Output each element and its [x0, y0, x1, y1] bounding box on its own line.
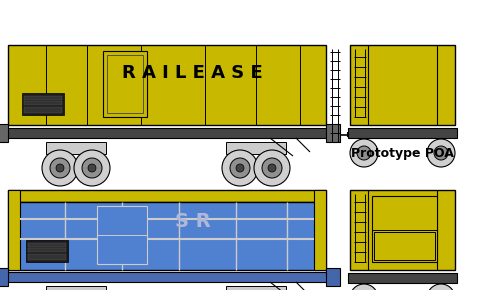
Circle shape [236, 164, 244, 172]
Bar [8, 190, 20, 270]
Bar [24, 101, 62, 105]
Bar [374, 232, 435, 260]
Bar [350, 45, 455, 125]
Bar [314, 190, 326, 270]
Bar [26, 240, 68, 262]
Text: Prototype POA: Prototype POA [351, 146, 454, 160]
Circle shape [350, 139, 378, 167]
Circle shape [357, 146, 371, 160]
Bar [348, 273, 457, 283]
Circle shape [262, 158, 282, 178]
Circle shape [268, 164, 276, 172]
Bar [97, 206, 147, 264]
Circle shape [74, 150, 110, 186]
Bar [22, 93, 64, 115]
Bar [226, 286, 286, 290]
Circle shape [82, 158, 102, 178]
Circle shape [88, 164, 96, 172]
Bar [97, 206, 147, 264]
Circle shape [427, 284, 455, 290]
Bar [24, 96, 62, 100]
Bar [103, 51, 147, 117]
Circle shape [56, 164, 64, 172]
Bar [28, 254, 66, 260]
Bar [107, 55, 143, 113]
Bar [226, 142, 286, 154]
Text: R A I L E A S E: R A I L E A S E [122, 64, 263, 82]
Bar [8, 190, 326, 202]
Bar [350, 190, 455, 270]
Circle shape [427, 139, 455, 167]
Circle shape [350, 284, 378, 290]
Bar [24, 107, 62, 113]
Bar [6, 128, 328, 138]
Bar [8, 45, 326, 125]
Circle shape [222, 150, 258, 186]
Bar [0, 268, 8, 286]
Bar [0, 124, 8, 142]
Circle shape [230, 158, 250, 178]
Text: S R: S R [174, 211, 210, 231]
Bar [46, 286, 106, 290]
Bar [46, 142, 106, 154]
Bar [372, 196, 437, 262]
Bar [348, 128, 457, 138]
Circle shape [434, 146, 448, 160]
Circle shape [50, 158, 70, 178]
Bar [326, 124, 340, 142]
Bar [6, 272, 328, 282]
Bar [28, 243, 66, 247]
Circle shape [254, 150, 290, 186]
Bar [326, 268, 340, 286]
Circle shape [42, 150, 78, 186]
Bar [8, 202, 326, 270]
Bar [28, 248, 66, 252]
